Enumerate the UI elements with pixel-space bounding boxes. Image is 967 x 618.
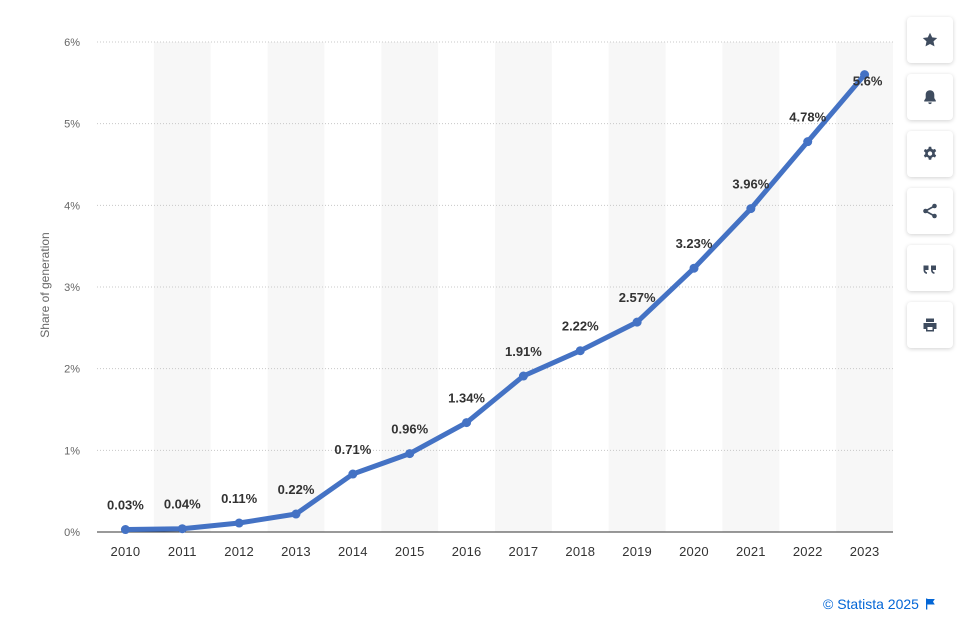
settings-button[interactable]	[907, 131, 953, 177]
x-tick-label: 2014	[338, 544, 368, 559]
x-tick-label: 2010	[111, 544, 141, 559]
quote-icon	[923, 265, 936, 274]
x-axis-ticks: 2010 2011 2012 2013 2014 2015 2016 2017 2018 2019…	[111, 544, 880, 559]
x-tick-label: 2019	[622, 544, 652, 559]
x-tick-label: 2020	[679, 544, 709, 559]
data-label: 0.96%	[391, 422, 428, 437]
data-label: 1.91%	[505, 344, 542, 359]
data-label: 1.34%	[448, 391, 485, 406]
data-label: 0.03%	[107, 498, 144, 513]
data-points	[120, 70, 870, 535]
data-point[interactable]	[177, 524, 187, 534]
y-tick-label: 0%	[64, 527, 80, 539]
y-tick-label: 2%	[64, 364, 80, 376]
statista-credit[interactable]: © Statista 2025	[823, 596, 936, 612]
share-button[interactable]	[907, 188, 953, 234]
cite-button[interactable]	[907, 245, 953, 291]
y-axis-label: Share of generation	[38, 232, 52, 337]
data-point[interactable]	[860, 70, 870, 80]
data-point[interactable]	[632, 317, 642, 327]
data-label: 2.57%	[619, 290, 656, 305]
bell-icon	[924, 90, 936, 105]
data-label: 0.71%	[334, 442, 371, 457]
notification-button[interactable]	[907, 74, 953, 120]
y-axis-ticks: 0% 1% 2% 3% 4% 5% 6%	[64, 37, 80, 539]
print-button[interactable]	[907, 302, 953, 348]
star-icon	[922, 32, 938, 47]
data-point[interactable]	[689, 263, 699, 273]
favorite-button[interactable]	[907, 17, 953, 63]
chart-toolbar	[907, 17, 954, 359]
data-label: 3.96%	[732, 177, 769, 192]
x-tick-label: 2011	[168, 544, 197, 559]
data-point[interactable]	[234, 518, 244, 528]
data-point[interactable]	[405, 449, 415, 459]
y-tick-label: 1%	[64, 445, 80, 457]
data-label: 4.78%	[789, 110, 826, 125]
share-icon	[923, 203, 937, 219]
x-tick-label: 2016	[452, 544, 482, 559]
y-tick-label: 6%	[64, 37, 80, 49]
gear-icon	[923, 146, 937, 160]
data-point[interactable]	[291, 509, 301, 519]
x-tick-label: 2022	[793, 544, 823, 559]
data-point[interactable]	[803, 137, 813, 147]
line-chart: 0%1%2%3%4%5%6% 2010 2011 2012 2013 2014 2015 2…	[38, 37, 893, 559]
x-tick-label: 2018	[565, 544, 595, 559]
x-tick-label: 2012	[224, 544, 254, 559]
gridlines	[97, 41, 893, 451]
data-label: 2.22%	[562, 319, 599, 334]
data-point[interactable]	[348, 469, 358, 479]
flag-icon	[925, 598, 935, 610]
data-label: 3.23%	[676, 236, 713, 251]
data-point[interactable]	[575, 346, 585, 356]
x-tick-label: 2017	[509, 544, 539, 559]
series-line	[122, 72, 868, 532]
data-point[interactable]	[518, 371, 528, 381]
y-tick-label: 4%	[64, 200, 80, 212]
y-tick-label: 5%	[64, 119, 80, 131]
data-point[interactable]	[462, 418, 472, 428]
data-point[interactable]	[746, 204, 756, 214]
credit-text[interactable]: © Statista 2025	[823, 596, 919, 612]
print-icon	[923, 318, 937, 332]
data-point[interactable]	[120, 525, 130, 535]
x-tick-label: 2015	[395, 544, 425, 559]
x-tick-label: 2021	[736, 544, 766, 559]
x-tick-label: 2023	[850, 544, 880, 559]
data-label: 0.04%	[164, 497, 201, 512]
data-labels: 0.03% 0.04% 0.11% 0.22% 0.71% 0.96% 1.34% 1.91%…	[107, 74, 883, 513]
data-label: 0.11%	[221, 491, 258, 506]
y-tick-label: 3%	[64, 282, 80, 294]
data-label: 0.22%	[278, 482, 315, 497]
data-label: 5.6%	[853, 74, 883, 89]
x-tick-label: 2013	[281, 544, 311, 559]
